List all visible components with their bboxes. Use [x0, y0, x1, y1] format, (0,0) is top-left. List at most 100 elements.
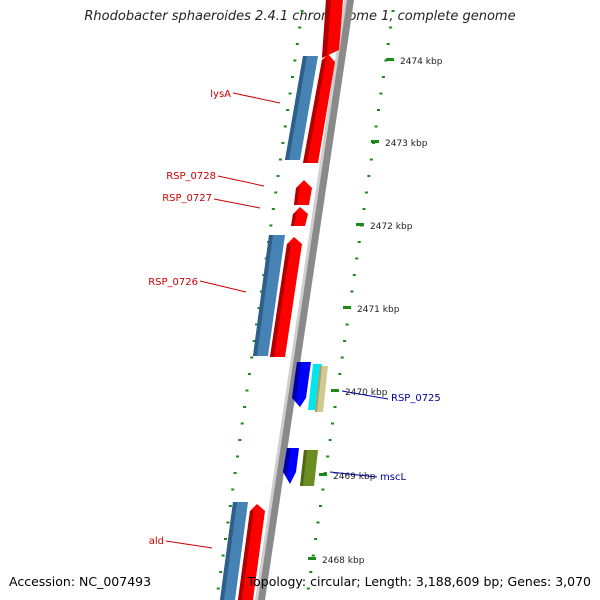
topology-summary: Topology: circular; Length: 3,188,609 bp… — [247, 574, 591, 589]
outer-tick-mark — [367, 175, 371, 177]
scale-label: 2471 kbp — [357, 305, 400, 315]
inner-tick-mark — [236, 455, 239, 458]
scale-major-tick — [331, 389, 339, 392]
outer-tick-mark — [309, 571, 313, 573]
inner-tick-mark — [288, 92, 292, 95]
scale-label: 2468 kbp — [322, 556, 365, 566]
gene-label-ald: ald — [149, 536, 164, 547]
scale-major-tick — [308, 557, 316, 560]
scale-label: 2472 kbp — [370, 222, 413, 232]
scale-label: 2473 kbp — [385, 139, 428, 149]
inner-tick-mark — [221, 554, 225, 557]
inner-tick-mark — [224, 538, 227, 540]
inner-tick-mark — [252, 340, 256, 342]
gene-label-RSP_0726: RSP_0726 — [148, 277, 198, 288]
feature-cyan — [308, 364, 322, 410]
outer-tick-mark — [331, 422, 334, 425]
inner-tick-mark — [293, 59, 297, 62]
scale-label: 2469 kbp — [333, 472, 376, 482]
outer-tick-mark — [389, 26, 393, 29]
inner-tick-ring — [216, 10, 304, 590]
gene-ald-track — [220, 502, 248, 600]
inner-tick-mark — [259, 290, 263, 293]
outer-tick-mark — [374, 125, 378, 128]
inner-tick-mark — [219, 571, 223, 573]
inner-tick-mark — [298, 26, 302, 29]
feature-tan-shade — [315, 366, 322, 412]
gene-label-RSP_0725: RSP_0725 — [391, 393, 441, 404]
gene-RSP_0726-track — [253, 235, 285, 356]
inner-tick-mark — [269, 224, 273, 227]
gene-label-leader — [165, 540, 213, 549]
outer-tick-mark — [379, 92, 383, 95]
inner-tick-mark — [226, 521, 230, 524]
inner-tick-mark — [295, 43, 299, 45]
inner-tick-mark — [228, 505, 232, 507]
inner-tick-mark — [255, 323, 259, 326]
inner-tick-mark — [233, 472, 237, 474]
cds-RSP_0728 — [294, 180, 312, 205]
outer-tick-mark — [338, 373, 342, 375]
accession-label: Accession: NC_007493 — [9, 574, 152, 589]
cds-RSP_0727 — [291, 207, 308, 226]
scale-major-tick — [319, 473, 327, 476]
inner-tick-mark — [257, 307, 261, 309]
inner-tick-mark — [281, 142, 285, 144]
outer-tick-mark — [306, 587, 310, 590]
cds-mscL-reverse — [283, 448, 299, 484]
gene-labels: lysA RSP_0728 RSP_0727 RSP_0726 RSP_0725 mscL… — [148, 89, 441, 549]
cds-lysA — [303, 54, 335, 163]
outer-tick-mark — [321, 488, 325, 491]
gene-label-RSP_0728: RSP_0728 — [166, 171, 216, 182]
inner-tick-mark — [231, 488, 235, 491]
scale-label: 2470 kbp — [345, 388, 388, 398]
gene-label-leader — [341, 390, 389, 400]
outer-tick-mark — [328, 439, 332, 441]
inner-tick-mark — [271, 208, 275, 210]
chromosome-backbone-highlight — [255, 0, 347, 600]
cds-RSP_0725-reverse — [292, 362, 311, 407]
scale-major-tick — [343, 306, 351, 309]
outer-tick-mark — [333, 406, 337, 408]
gene-lysA-track — [285, 56, 318, 160]
outer-tick-mark — [384, 59, 388, 62]
feature-olive-shade — [300, 450, 307, 486]
outer-tick-mark — [311, 554, 315, 557]
inner-tick-mark — [274, 191, 278, 194]
outer-tick-mark — [314, 538, 318, 540]
scale-major-tick — [371, 140, 379, 143]
map-title: Rhodobacter sphaeroides 2.4.1 chromosome… — [84, 9, 516, 24]
scale-major-tick — [356, 223, 364, 226]
outer-tick-mark — [357, 241, 361, 243]
outer-tick-mark — [352, 274, 356, 276]
gene-label-leader — [217, 175, 265, 187]
outer-tick-mark — [343, 340, 347, 342]
inner-tick-mark — [279, 158, 282, 161]
cds-top-fragment — [322, 0, 343, 58]
cds-ald — [238, 504, 265, 600]
outer-tick-mark — [391, 10, 395, 12]
inner-tick-mark — [238, 439, 242, 441]
gene-label-leader — [199, 280, 247, 293]
outer-tick-mark — [377, 109, 380, 111]
inner-tick-mark — [286, 109, 290, 111]
inner-tick-mark — [283, 125, 287, 128]
inner-tick-mark — [216, 587, 220, 590]
outer-tick-mark — [386, 43, 390, 45]
inner-tick-mark — [247, 373, 251, 375]
inner-tick-mark — [243, 406, 247, 408]
gene-label-lysA: lysA — [210, 89, 231, 100]
inner-tick-mark — [300, 10, 304, 12]
gene-label-leader — [232, 92, 281, 104]
gene-label-mscL: mscL — [380, 472, 406, 483]
chromosome-backbone — [257, 0, 354, 600]
outer-tick-mark — [318, 505, 322, 507]
outer-tick-mark — [369, 158, 373, 161]
gene-label-leader — [213, 198, 261, 209]
outer-tick-mark — [364, 191, 368, 194]
scale-label: 2474 kbp — [400, 57, 443, 67]
inner-tick-mark — [245, 389, 249, 392]
outer-tick-mark — [345, 323, 349, 326]
cds-RSP_0726 — [270, 237, 302, 357]
